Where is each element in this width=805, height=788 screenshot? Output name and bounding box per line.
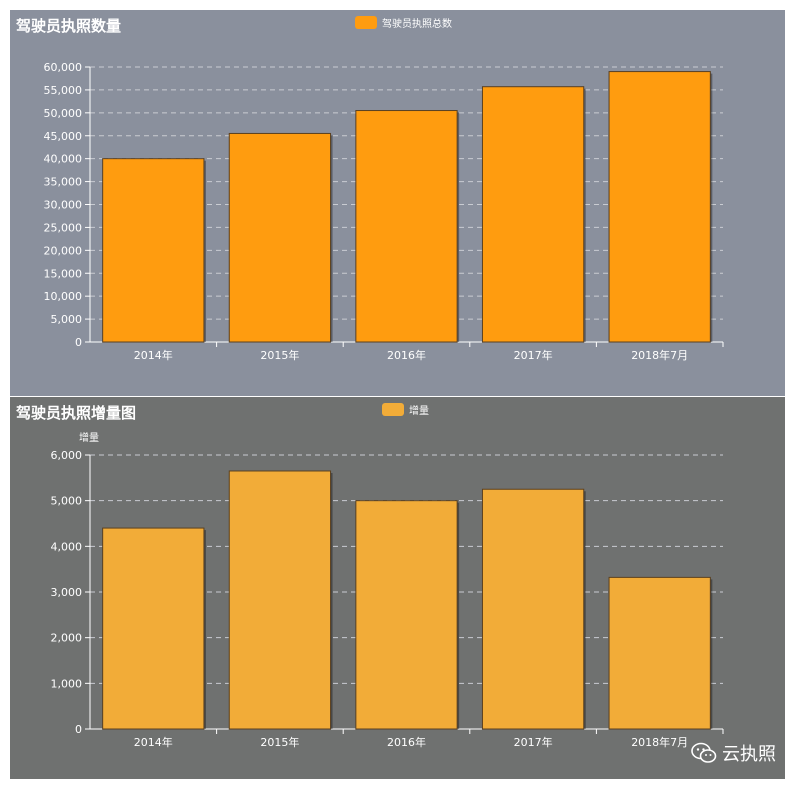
legend[interactable]: 驾驶员执照总数 (355, 15, 452, 30)
bar (102, 527, 205, 730)
x-tick-label: 2018年7月 (631, 348, 688, 362)
y-tick-label: 40,000 (44, 153, 83, 166)
x-tick-label: 2016年 (387, 735, 426, 749)
y-tick-label: 35,000 (44, 176, 83, 189)
x-tick-label: 2018年7月 (631, 735, 688, 749)
bar-chart-total: 0 5,000 10,000 15,000 20,000 25,000 30,000 35,0… (44, 61, 724, 362)
x-tick-label: 2017年 (514, 735, 553, 749)
legend-label: 驾驶员执照总数 (382, 19, 452, 30)
y-tick-label: 50,000 (44, 107, 83, 120)
watermark: 云执照 (690, 740, 776, 766)
y-tick-label: 25,000 (44, 221, 83, 234)
y-tick-label: 5,000 (51, 313, 83, 326)
bar (355, 110, 458, 343)
legend-swatch (382, 403, 404, 416)
y-tick-label: 15,000 (44, 267, 83, 280)
y-tick-label: 0 (75, 723, 82, 736)
chart-panel-total: 驾驶员执照数量 驾驶员执照总数 0 5,000 10,000 15,000 20,000… (10, 10, 785, 396)
legend[interactable]: 增量 (382, 402, 429, 417)
chart-title: 驾驶员执照数量 (16, 17, 122, 35)
bar (608, 576, 711, 730)
y-axis-label: 增量 (79, 433, 99, 444)
bar (228, 132, 332, 343)
bar (481, 86, 585, 343)
legend-swatch (355, 16, 377, 29)
y-tick-label: 30,000 (44, 199, 83, 212)
bar (102, 158, 205, 343)
x-tick-label: 2017年 (514, 348, 553, 362)
y-tick-label: 6,000 (51, 449, 83, 462)
watermark-text: 云执照 (722, 744, 776, 765)
bar (608, 71, 711, 343)
y-tick-label: 10,000 (44, 290, 83, 303)
y-tick-label: 3,000 (51, 586, 83, 599)
y-tick-label: 4,000 (51, 540, 83, 553)
bar-chart-increment: 0 1,000 2,000 3,000 4,000 5,000 6,000 2014年 2015… (51, 449, 724, 749)
bar (228, 470, 332, 730)
wechat-icon (691, 742, 717, 763)
y-tick-label: 5,000 (51, 495, 83, 508)
y-tick-label: 1,000 (51, 677, 83, 690)
y-tick-label: 20,000 (44, 244, 83, 257)
y-tick-label: 55,000 (44, 84, 83, 97)
x-tick-label: 2016年 (387, 348, 426, 362)
legend-label: 增量 (409, 406, 429, 417)
bar (481, 488, 585, 730)
y-tick-label: 60,000 (44, 61, 83, 74)
chart-title: 驾驶员执照增量图 (16, 404, 137, 422)
chart-panel-increment: 驾驶员执照增量图 增量 增量 0 1,000 2,000 3,000 4,000 5,00… (10, 397, 785, 779)
x-tick-label: 2014年 (134, 735, 173, 749)
x-tick-label: 2014年 (134, 348, 173, 362)
x-tick-label: 2015年 (260, 735, 299, 749)
x-tick-label: 2015年 (260, 348, 299, 362)
y-tick-label: 2,000 (51, 632, 83, 645)
y-tick-label: 0 (75, 336, 82, 349)
y-tick-label: 45,000 (44, 130, 83, 143)
bar (355, 500, 458, 730)
